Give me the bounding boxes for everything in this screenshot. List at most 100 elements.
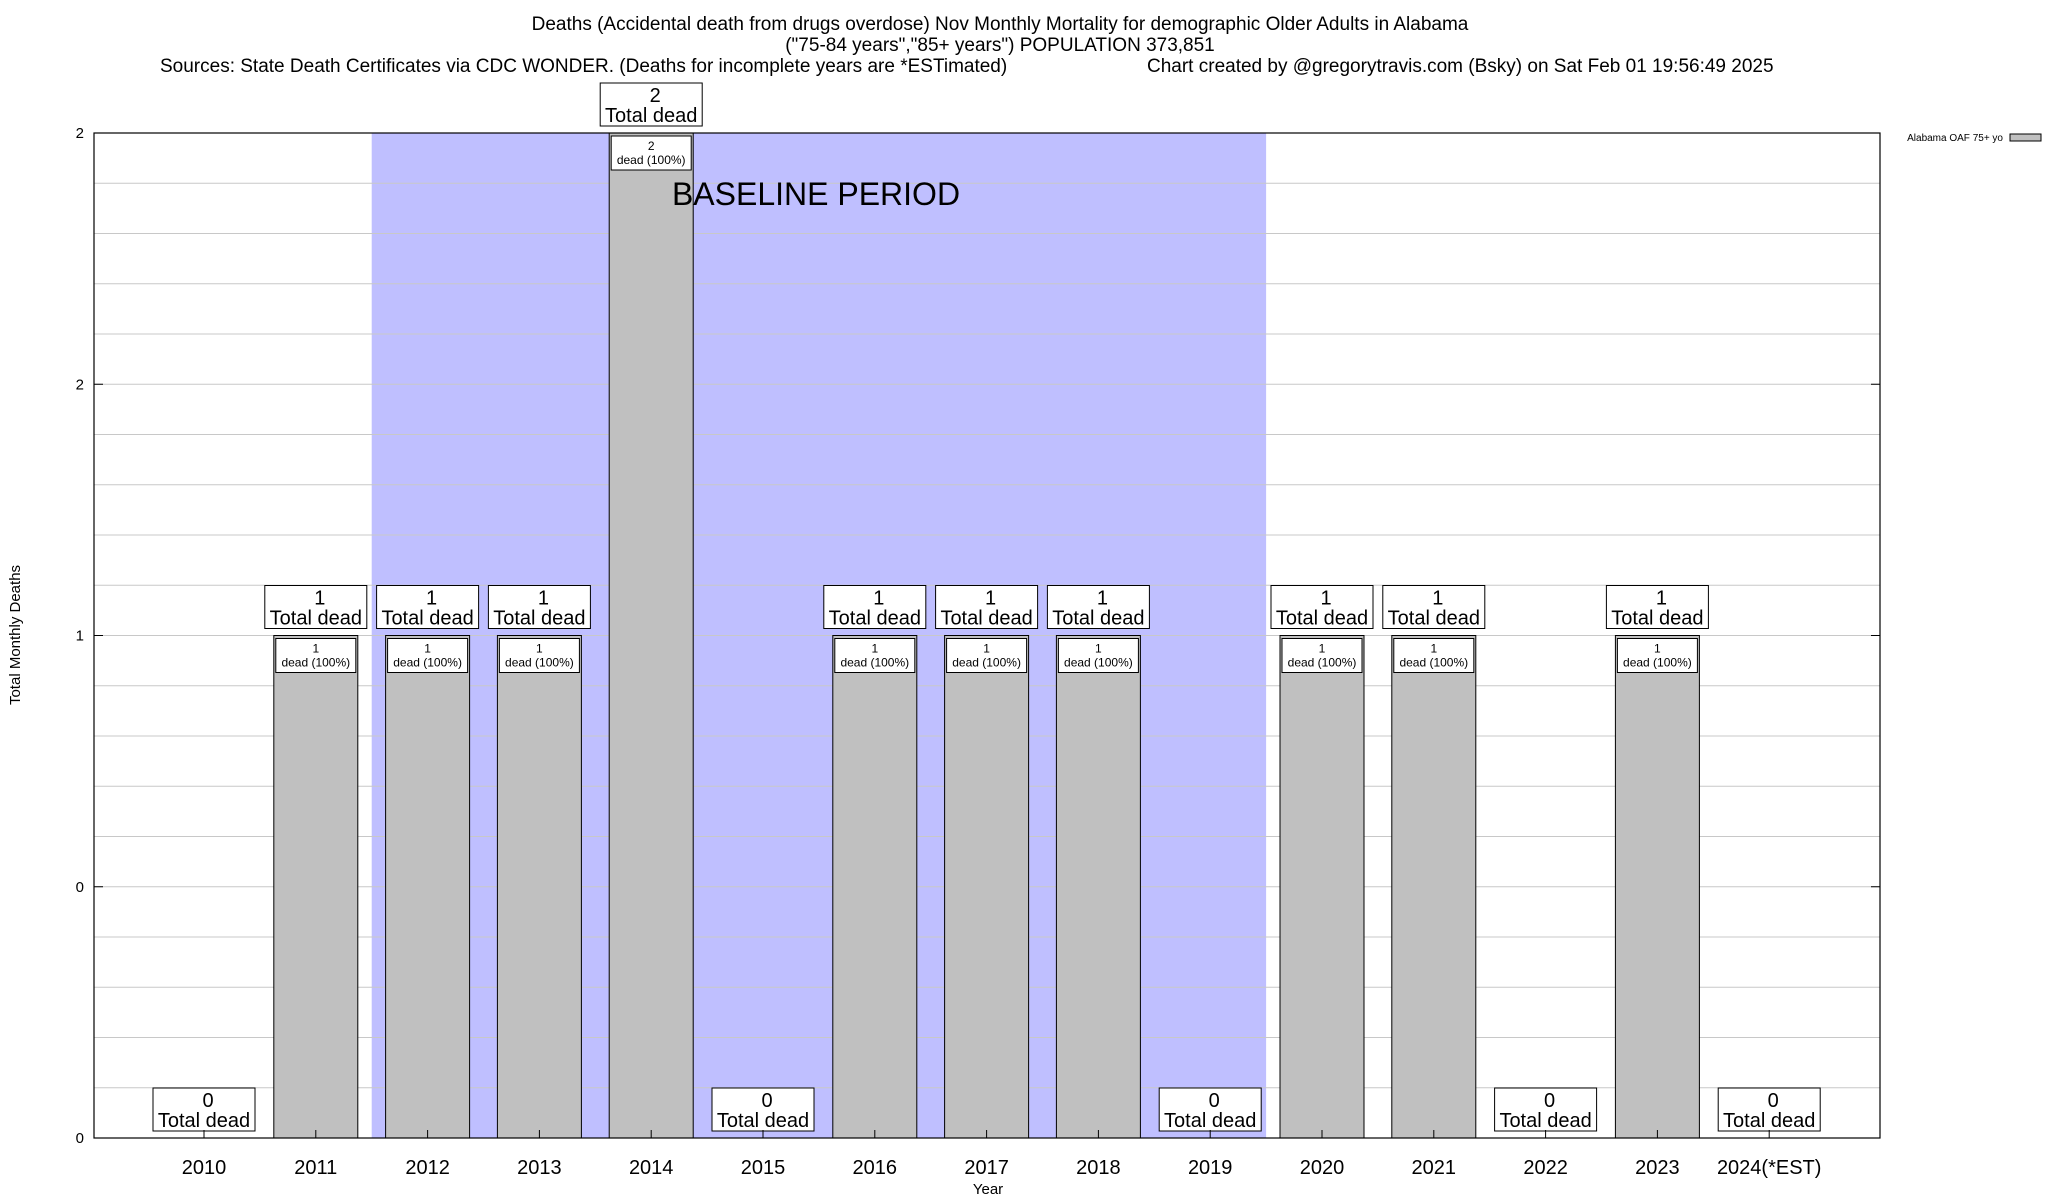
chart-credit: Chart created by @gregorytravis.com (Bsk…	[1147, 56, 1774, 77]
bar-inner-label-pct: dead (100%)	[952, 656, 1021, 670]
total-label-value: 0	[1209, 1090, 1220, 1112]
x-tick-label: 2019	[1188, 1157, 1233, 1179]
total-label-text: Total dead	[270, 608, 362, 630]
bar-inner-label-pct: dead (100%)	[281, 656, 350, 670]
total-label-value: 0	[761, 1090, 772, 1112]
total-label-value: 1	[314, 588, 325, 610]
bar-inner-label-box	[1393, 638, 1475, 673]
bar	[273, 635, 359, 1139]
y-tick-label: 0	[76, 1130, 84, 1147]
bar	[1279, 635, 1365, 1139]
bar-inner-label-box	[1281, 638, 1363, 673]
total-label-value: 0	[202, 1090, 213, 1112]
bar-inner-label-count: 1	[1319, 642, 1326, 656]
y-tick-label: 2	[76, 125, 84, 142]
bar-inner-label-count: 1	[983, 642, 990, 656]
total-label-text: Total dead	[1499, 1110, 1591, 1132]
x-tick-label: 2013	[517, 1157, 562, 1179]
y-axis-ticks: 0 0 1 2 2	[76, 125, 1880, 1147]
bar	[832, 635, 918, 1139]
bar-inner-label-box	[498, 638, 580, 673]
bar-inner-label-box	[1057, 638, 1139, 673]
total-label-text: Total dead	[829, 608, 921, 630]
total-label-text: Total dead	[717, 1110, 809, 1132]
bar	[1391, 635, 1477, 1139]
bar	[385, 635, 471, 1139]
total-label-text: Total dead	[1388, 608, 1480, 630]
bar-inner-label-count: 1	[1654, 642, 1661, 656]
total-label-text: Total dead	[381, 608, 473, 630]
total-label-text: Total dead	[493, 608, 585, 630]
bar-inner-label-count: 1	[1095, 642, 1102, 656]
bar-inner-label-count: 1	[424, 642, 431, 656]
chart-source-note: Sources: State Death Certificates via CD…	[160, 56, 1007, 77]
x-tick-label: 2020	[1300, 1157, 1345, 1179]
y-axis-label: Total Monthly Deaths	[7, 565, 24, 705]
total-label-box	[1046, 585, 1150, 629]
total-label-value: 0	[1544, 1090, 1555, 1112]
total-label-box	[1494, 1087, 1598, 1132]
bar-inner-label-count: 1	[312, 642, 319, 656]
total-label-value: 1	[1097, 588, 1108, 610]
legend: Alabama OAF 75+ yo	[1907, 133, 2042, 144]
chart-title-line-1: Deaths (Accidental death from drugs over…	[532, 14, 1469, 35]
total-label-value: 1	[426, 588, 437, 610]
bar	[496, 635, 582, 1139]
total-label-text: Total dead	[1723, 1110, 1815, 1132]
legend-swatch	[2009, 133, 2042, 142]
x-tick-label: 2023	[1635, 1157, 1680, 1179]
total-label-text: Total dead	[1052, 608, 1144, 630]
bar	[944, 635, 1030, 1139]
total-label-value: 1	[1656, 588, 1667, 610]
total-label-box	[152, 1087, 256, 1132]
x-tick-label: 2010	[182, 1157, 227, 1179]
bar-inner-label-count: 1	[871, 642, 878, 656]
x-tick-label: 2015	[741, 1157, 786, 1179]
x-tick-label: 2021	[1412, 1157, 1457, 1179]
y-tick-label: 0	[76, 879, 84, 896]
bar-inner-label-pct: dead (100%)	[1064, 656, 1133, 670]
bar	[608, 132, 694, 1139]
total-label-text: Total dead	[158, 1110, 250, 1132]
total-label-box	[1717, 1087, 1821, 1132]
total-label-value: 1	[538, 588, 549, 610]
x-tick-label: 2012	[405, 1157, 450, 1179]
bar-inner-label-count: 2	[648, 139, 655, 153]
bar-inner-label-pct: dead (100%)	[505, 656, 574, 670]
x-tick-label: 2017	[964, 1157, 1009, 1179]
x-tick-label: 2018	[1076, 1157, 1121, 1179]
x-tick-label: 2011	[294, 1157, 337, 1179]
total-label-box	[1270, 585, 1374, 629]
bar-inner-label-box	[834, 638, 916, 673]
bar-inner-label-pct: dead (100%)	[617, 153, 686, 167]
total-label-text: Total dead	[1164, 1110, 1256, 1132]
total-label-box	[376, 585, 480, 629]
bar	[1055, 635, 1141, 1139]
total-label-box	[264, 585, 368, 629]
x-axis-label: Year	[973, 1181, 1003, 1198]
bar-inner-label-box	[946, 638, 1028, 673]
bar-inner-label-pct: dead (100%)	[1623, 656, 1692, 670]
total-label-value: 1	[985, 588, 996, 610]
bar-inner-label-count: 1	[536, 642, 543, 656]
total-label-text: Total dead	[1611, 608, 1703, 630]
chart-title-line-2: ("75-84 years","85+ years") POPULATION 3…	[785, 35, 1215, 56]
baseline-period-label: BASELINE PERIOD	[672, 176, 960, 212]
bar-inner-label-box	[610, 135, 692, 171]
bar-inner-label-box	[275, 638, 357, 673]
x-axis-ticks: 2010 2011 2012 2013 2014 2015 2016 2017 2018 2019…	[182, 1130, 1821, 1179]
bar-inner-label-pct: dead (100%)	[1288, 656, 1357, 670]
bar	[1614, 635, 1700, 1139]
x-tick-label: 2022	[1523, 1157, 1568, 1179]
bar-inner-label-count: 1	[1430, 642, 1437, 656]
total-label-value: 1	[1320, 588, 1331, 610]
bar-inner-label-box	[1616, 638, 1698, 673]
bar-inner-label-box	[387, 638, 469, 673]
total-label-box	[487, 585, 591, 629]
total-label-text: Total dead	[605, 105, 697, 127]
legend-label: Alabama OAF 75+ yo	[1907, 133, 2003, 144]
total-label-value: 1	[873, 588, 884, 610]
bar-inner-label-pct: dead (100%)	[1399, 656, 1468, 670]
total-label-box	[1382, 585, 1486, 629]
